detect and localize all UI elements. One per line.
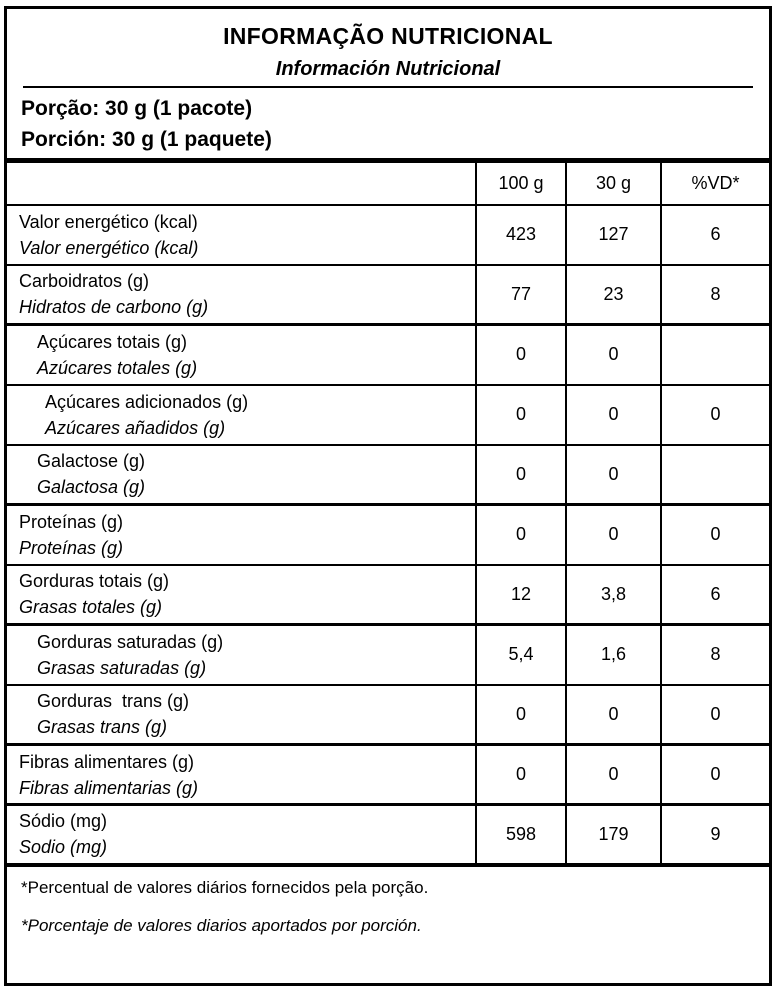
- nutrient-name-es: Azúcares totales (g): [37, 357, 198, 378]
- nutrient-name-pt: Gorduras totais (g): [19, 571, 170, 592]
- nutrient-name-pt: Sódio (mg): [19, 811, 108, 832]
- nutrient-name-cell: Açúcares totais (g) Azúcares totales (g): [7, 325, 476, 385]
- value-vd: 8: [660, 624, 769, 685]
- nutrient-name-pt: Fibras alimentares (g): [19, 751, 195, 772]
- value-vd: 0: [660, 684, 769, 745]
- nutrient-name-es: Grasas saturadas (g): [37, 657, 207, 678]
- footnotes: *Percentual de valores diários fornecido…: [7, 867, 769, 938]
- table-row: Valor energético (kcal) Valor energético …: [7, 204, 769, 265]
- nutrient-name-pt: Valor energético (kcal): [19, 211, 198, 232]
- nutrient-name-es: Valor energético (kcal): [19, 237, 199, 258]
- table-row: Sódio (mg) Sodio (mg) 598 179 9: [7, 804, 769, 865]
- serving-size-es: Porción: 30 g (1 paquete): [21, 128, 272, 151]
- serving-size-pt: Porção: 30 g (1 pacote): [21, 97, 253, 120]
- value-100g: 0: [475, 744, 566, 805]
- value-100g: 5,4: [475, 624, 566, 685]
- footnote-es: *Porcentaje de valores diarios aportados…: [21, 915, 422, 935]
- table-row: Galactose (g) Galactosa (g) 0 0: [7, 444, 769, 505]
- value-100g: 0: [475, 504, 566, 565]
- nutrient-name-es: Grasas totales (g): [19, 597, 163, 618]
- label-title: INFORMAÇÃO NUTRICIONAL: [223, 23, 553, 49]
- table-row: Açúcares adicionados (g) Azúcares añadido…: [7, 384, 769, 445]
- value-30g: 0: [565, 504, 661, 565]
- value-vd: [660, 324, 769, 385]
- label-header: INFORMAÇÃO NUTRICIONAL Información Nutri…: [7, 9, 769, 86]
- value-100g: 423: [475, 204, 566, 265]
- value-100g: 77: [475, 264, 566, 325]
- value-vd: 0: [660, 504, 769, 565]
- value-vd: [660, 444, 769, 505]
- column-header-30g: 30 g: [565, 160, 661, 205]
- nutrient-name-es: Azúcares añadidos (g): [45, 417, 226, 438]
- nutrient-name-es: Sodio (mg): [19, 837, 108, 858]
- column-header-vd: %VD*: [660, 160, 769, 205]
- nutrient-name-es: Proteínas (g): [19, 537, 124, 558]
- nutrient-name-pt: Proteínas (g): [19, 511, 124, 532]
- value-100g: 0: [475, 324, 566, 385]
- table-row: Proteínas (g) Proteínas (g) 0 0 0: [7, 504, 769, 565]
- nutrient-name-cell: Fibras alimentares (g) Fibras alimentaria…: [7, 745, 476, 805]
- value-100g: 0: [475, 444, 566, 505]
- value-30g: 0: [565, 684, 661, 745]
- value-30g: 3,8: [565, 564, 661, 625]
- nutrient-name-cell: Galactose (g) Galactosa (g): [7, 445, 476, 505]
- serving-block: Porção: 30 g (1 pacote) Porción: 30 g (1…: [7, 88, 769, 158]
- value-30g: 1,6: [565, 624, 661, 685]
- value-30g: 0: [565, 744, 661, 805]
- column-header-blank: [7, 161, 476, 205]
- nutrient-name-pt: Açúcares adicionados (g): [45, 391, 249, 412]
- column-header-100g: 100 g: [475, 160, 566, 205]
- nutrient-name-pt: Galactose (g): [37, 451, 146, 472]
- value-vd: 9: [660, 804, 769, 865]
- value-30g: 0: [565, 444, 661, 505]
- table-row: Carboidratos (g) Hidratos de carbono (g) 7…: [7, 264, 769, 325]
- table-row: Fibras alimentares (g) Fibras alimentaria…: [7, 744, 769, 805]
- table-row: Gorduras saturadas (g) Grasas saturadas (…: [7, 624, 769, 685]
- nutrient-name-pt: Açúcares totais (g): [37, 331, 188, 352]
- nutrient-name-cell: Carboidratos (g) Hidratos de carbono (g): [7, 265, 476, 325]
- nutrient-name-es: Grasas trans (g): [37, 717, 168, 738]
- table-row: Açúcares totais (g) Azúcares totales (g) 0…: [7, 324, 769, 385]
- nutrient-name-pt: Gorduras trans (g): [37, 691, 190, 712]
- table-row: Gorduras totais (g) Grasas totales (g) 12 3…: [7, 564, 769, 625]
- value-vd: 0: [660, 384, 769, 445]
- nutrient-name-cell: Gorduras saturadas (g) Grasas saturadas (…: [7, 625, 476, 685]
- table-row: Gorduras trans (g) Grasas trans (g) 0 0 0: [7, 684, 769, 745]
- nutrient-name-es: Galactosa (g): [37, 477, 146, 498]
- nutrient-name-es: Fibras alimentarias (g): [19, 777, 199, 798]
- value-30g: 23: [565, 264, 661, 325]
- table-header-row: 100 g 30 g %VD*: [7, 160, 769, 205]
- nutrient-name-cell: Valor energético (kcal) Valor energético …: [7, 205, 476, 265]
- nutrient-name-pt: Carboidratos (g): [19, 271, 150, 292]
- value-100g: 12: [475, 564, 566, 625]
- value-vd: 0: [660, 744, 769, 805]
- label-subtitle: Información Nutricional: [275, 58, 501, 80]
- value-30g: 0: [565, 324, 661, 385]
- value-30g: 127: [565, 204, 661, 265]
- nutrient-name-pt: Gorduras saturadas (g): [37, 631, 224, 652]
- nutrient-name-cell: Gorduras totais (g) Grasas totales (g): [7, 565, 476, 625]
- value-100g: 598: [475, 804, 566, 865]
- nutrient-name-cell: Proteínas (g) Proteínas (g): [7, 505, 476, 565]
- nutrient-name-cell: Sódio (mg) Sodio (mg): [7, 805, 476, 865]
- value-100g: 0: [475, 384, 566, 445]
- nutrient-name-cell: Açúcares adicionados (g) Azúcares añadido…: [7, 385, 476, 445]
- value-vd: 6: [660, 204, 769, 265]
- header-divider: [23, 86, 753, 88]
- value-100g: 0: [475, 684, 566, 745]
- nutrition-label: INFORMAÇÃO NUTRICIONAL Información Nutri…: [4, 6, 772, 986]
- value-vd: 8: [660, 264, 769, 325]
- footnote-pt: *Percentual de valores diários fornecido…: [21, 877, 429, 897]
- nutrient-name-es: Hidratos de carbono (g): [19, 297, 209, 318]
- nutrition-table: 100 g 30 g %VD* Valor energético (kcal) V…: [7, 158, 769, 867]
- value-30g: 179: [565, 804, 661, 865]
- nutrient-name-cell: Gorduras trans (g) Grasas trans (g): [7, 685, 476, 745]
- value-vd: 6: [660, 564, 769, 625]
- value-30g: 0: [565, 384, 661, 445]
- table-body: Valor energético (kcal) Valor energético …: [7, 204, 769, 865]
